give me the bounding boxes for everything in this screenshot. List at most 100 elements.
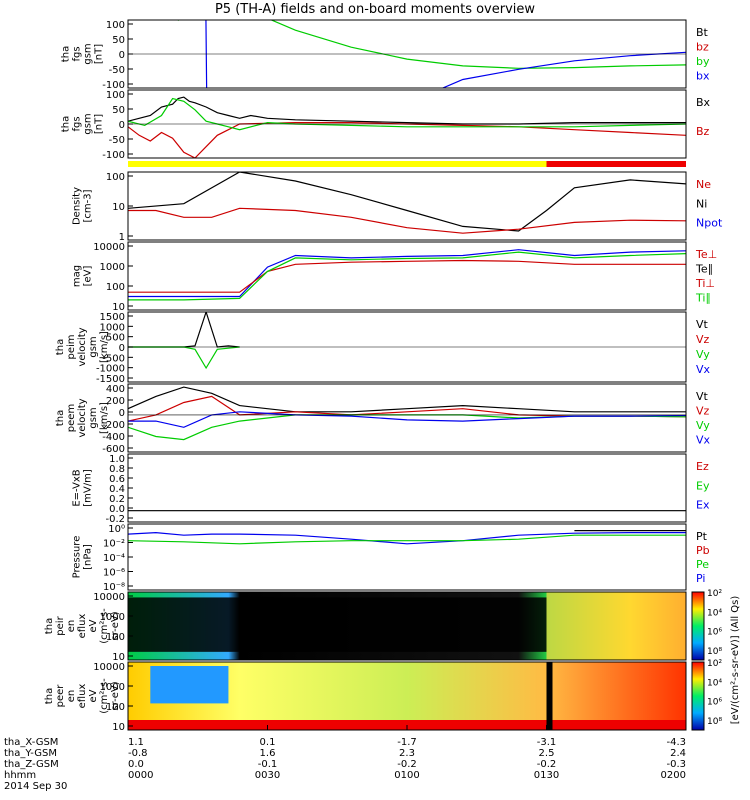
legend-pressure-2: Pe: [696, 558, 709, 571]
ylabel-peer: eV: [88, 689, 99, 702]
ylabel-peir: eflux: [77, 614, 88, 639]
xaxis-value: -3.1: [537, 737, 557, 748]
ytick-label-pressure: 10⁻⁴: [103, 553, 125, 564]
ytick-label-efield: 0.0: [109, 504, 125, 515]
xaxis-value: 0.0: [128, 759, 144, 770]
series-temp-Ti: [128, 249, 686, 298]
panel-density: 100 10 1 Density [cm-3] Ne Ni Npot: [72, 171, 723, 243]
ytick-label-density: 10: [112, 202, 125, 213]
ylabel-fgs: fgs: [72, 46, 83, 61]
cold-region: [150, 666, 229, 704]
legend-vel_peim-0: Vt: [696, 318, 709, 331]
series-density-Ne: [128, 207, 686, 234]
ytick-label-temp: 10: [112, 302, 125, 313]
xaxis-value: -0.1: [258, 759, 278, 770]
xaxis-value: 0.1: [260, 737, 276, 748]
ytick-label-peir: 10000: [93, 592, 125, 603]
legend-vel_peim-1: Vz: [696, 333, 710, 346]
ylabel-pressure: Pressure: [72, 536, 83, 579]
xaxis-value: 0130: [534, 770, 559, 781]
ytick-label-fgs_dsl: 100: [106, 90, 125, 101]
colorbar-tick: 10⁴: [707, 678, 722, 688]
legend-fgs-0: Bt: [696, 26, 709, 39]
colorbar-8: [691, 591, 705, 661]
ytick-label-fgs_dsl: 0: [119, 120, 125, 131]
legend-vel_peim-3: Vx: [696, 363, 711, 376]
xaxis-value: 0200: [661, 770, 686, 781]
ytick-label-efield: 0.6: [109, 474, 125, 485]
xaxis-value: -0.2: [397, 759, 417, 770]
late-region: [546, 592, 686, 660]
legend-pressure-1: Pb: [696, 544, 710, 557]
ytick-label-efield: 0.4: [109, 484, 125, 495]
legend-vel_peem-3: Vx: [696, 434, 711, 447]
series-temp-Ti∥: [128, 251, 686, 301]
ylabel-peir: sr-eV): [110, 611, 121, 640]
ylabel-fgs_dsl: fgs: [72, 116, 83, 131]
ylabel-vel_peim: [km/s]: [99, 331, 110, 363]
frame-peir: [127, 591, 687, 661]
series-pressure-Pi: [128, 531, 686, 545]
colorbar-tick: 10⁸: [707, 647, 722, 657]
xaxis-value: 1.1: [128, 737, 144, 748]
legend-density-0: Ne: [696, 178, 711, 191]
frame-vel_peem: [127, 383, 687, 453]
xaxis-row-label: hhmm: [4, 770, 36, 781]
panel-peir: 10000 1000 100 10 tha peir en eflux eV (cm²-s-sr-…: [44, 591, 687, 663]
panel-fgs_dsl: 100 50 0 -50 -100 tha fgs gsm [nT] Bx Bz: [61, 89, 711, 161]
status-bar-yellow: [128, 161, 547, 167]
ylabel-efield: E=-VxB: [72, 469, 83, 506]
ytick-label-fgs: -50: [109, 65, 125, 76]
xaxis-value: 2.4: [670, 748, 686, 759]
colorbar-tick: 10⁶: [707, 628, 722, 638]
panel-peer: 10000 1000 100 10 tha peer en eflux eV (cm²-s-sr-…: [44, 661, 687, 733]
series-fgs_dsl-By: [128, 97, 686, 131]
ytick-label-density: 1: [119, 232, 125, 243]
ytick-label-peir: 1000: [100, 612, 125, 623]
ytick-label-vel_peem: 400: [106, 384, 125, 395]
ytick-label-fgs: 0: [119, 50, 125, 61]
ylabel-peer: peer: [55, 684, 66, 708]
frame-density: [127, 171, 687, 241]
ytick-label-vel_peim: 1000: [100, 322, 125, 333]
ylabel-vel_peem: tha: [55, 410, 66, 426]
series-vel_peem-Vt: [128, 386, 686, 413]
legend-temp-0: Te⊥: [695, 248, 717, 261]
ytick-label-vel_peim: 1500: [100, 312, 125, 323]
ytick-label-peer: 10: [112, 722, 125, 733]
colorbar-tick: 10⁶: [707, 698, 722, 708]
xaxis-value: 2.3: [399, 748, 415, 759]
ytick-label-vel_peem: 0: [119, 408, 125, 419]
series-density-Ni: [128, 172, 686, 232]
series-vel_peem-Vy: [128, 414, 686, 441]
ytick-label-peer: 10000: [93, 662, 125, 673]
ylabel-peir: eV: [88, 619, 99, 632]
ytick-label-vel_peim: 0: [119, 343, 125, 354]
status-bar-red: [546, 161, 686, 167]
ytick-label-peir: 100: [106, 632, 125, 643]
ytick-label-temp: 100: [106, 282, 125, 293]
ylabel-peir: tha: [44, 618, 55, 634]
ytick-label-fgs: -100: [102, 80, 125, 91]
xaxis-value: -4.3: [666, 737, 686, 748]
ylabel-peer: en: [66, 690, 77, 703]
ytick-label-fgs_dsl: 50: [112, 105, 125, 116]
colorbar-9: [691, 661, 705, 731]
ylabel-vel_peim: peim: [66, 334, 77, 359]
ylabel-temp: mag: [72, 265, 83, 287]
ytick-label-fgs: 50: [112, 35, 125, 46]
ylabel-fgs: gsm: [83, 43, 94, 64]
ylabel-peer: eflux: [77, 684, 88, 709]
legend-efield-0: Ez: [696, 460, 709, 473]
series-fgs-by: [177, 20, 686, 69]
ylabel-fgs_dsl: [nT]: [94, 114, 105, 134]
ytick-label-fgs_dsl: -50: [109, 135, 125, 146]
ytick-label-pressure: 10⁰: [108, 524, 125, 535]
ytick-label-peer: 100: [106, 702, 125, 713]
legend-efield-1: Ey: [696, 479, 710, 492]
legend-vel_peem-0: Vt: [696, 390, 709, 403]
